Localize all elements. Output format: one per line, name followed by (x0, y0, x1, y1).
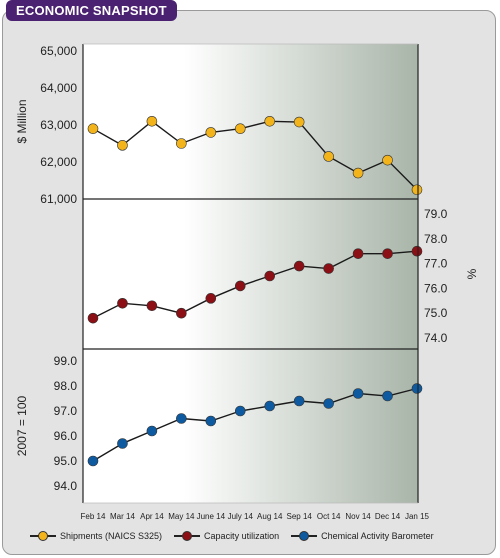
ytick-label: 97.0 (54, 404, 78, 418)
data-point (176, 413, 187, 424)
data-point (87, 455, 99, 467)
legend-dot-capacity (182, 531, 193, 541)
ytick-label: 65,000 (40, 44, 77, 58)
legend-swatch-capacity (174, 531, 201, 541)
data-point (117, 297, 128, 309)
data-point (323, 398, 334, 409)
legend-label-shipments: Shipments (NAICS S325) (60, 531, 163, 541)
ytick-label: 63,000 (40, 118, 77, 132)
axis-label: % (465, 268, 479, 279)
ytick-label: 98.0 (54, 379, 78, 393)
legend-dot-cab (299, 531, 310, 541)
xtick-label: Oct 14 (317, 512, 341, 521)
xtick-label: Sep 14 (287, 512, 313, 521)
ytick-label: 78.0 (424, 232, 448, 246)
data-point (382, 154, 393, 166)
data-point (411, 184, 423, 196)
data-point (293, 260, 305, 272)
axis-label: 2007 = 100 (15, 395, 29, 456)
legend-dot-shipments (38, 531, 48, 541)
ytick-label: 61,000 (40, 192, 77, 206)
data-point (117, 140, 128, 151)
ytick-label: 94.0 (54, 479, 78, 493)
xtick-label: June 14 (197, 512, 226, 521)
data-point (146, 425, 158, 437)
data-point (146, 300, 158, 312)
legend-item-cab: Chemical Activity Barometer (291, 531, 434, 541)
xtick-label: July 14 (228, 512, 254, 521)
data-point (234, 405, 246, 417)
xtick-label: Aug 14 (257, 512, 283, 521)
xtick-label: Jan 15 (405, 512, 430, 521)
data-point (234, 123, 246, 134)
data-point (293, 116, 305, 128)
ytick-label: 76.0 (424, 281, 448, 295)
data-point (146, 116, 158, 127)
legend-item-shipments: Shipments (NAICS S325) (30, 531, 162, 541)
xtick-label: Apr 14 (140, 512, 164, 521)
data-point (205, 415, 217, 427)
ytick-label: 79.0 (424, 207, 448, 221)
legend-label-cab: Chemical Activity Barometer (321, 531, 434, 541)
xtick-label: Dec 14 (375, 512, 401, 521)
ytick-label: 96.0 (54, 429, 78, 443)
xtick-label: May 14 (168, 512, 195, 521)
xtick-label: Nov 14 (345, 512, 371, 521)
plot-area (83, 44, 418, 503)
ytick-label: 74.0 (424, 331, 448, 345)
data-point (264, 400, 276, 412)
data-point (234, 280, 246, 292)
data-point (264, 116, 276, 127)
xtick-label: Mar 14 (110, 512, 135, 521)
data-point (176, 307, 187, 319)
data-point (382, 248, 393, 259)
data-point (176, 138, 187, 149)
data-point (323, 151, 334, 162)
legend-swatch-shipments (30, 531, 56, 541)
data-point (87, 312, 99, 324)
data-point (411, 383, 423, 394)
data-point (323, 263, 334, 274)
legend-label-capacity: Capacity utilization (204, 531, 280, 541)
chart-legend: Shipments (NAICS S325) Capacity utilizat… (30, 528, 470, 544)
ytick-label: 77.0 (424, 257, 448, 271)
ytick-label: 95.0 (54, 454, 78, 468)
xtick-label: Feb 14 (81, 512, 106, 521)
data-point (382, 390, 393, 402)
banner-title: ECONOMIC SNAPSHOT (6, 0, 177, 21)
ytick-label: 64,000 (40, 81, 77, 95)
data-point (117, 438, 128, 449)
data-point (205, 293, 217, 304)
data-point (264, 270, 276, 282)
data-point (205, 127, 217, 138)
data-point (352, 388, 364, 399)
ytick-label: 75.0 (424, 306, 448, 320)
legend-swatch-cab (291, 531, 318, 541)
data-point (352, 167, 364, 179)
data-point (87, 123, 99, 134)
legend-item-capacity: Capacity utilization (174, 531, 279, 541)
ytick-label: 62,000 (40, 155, 77, 169)
data-point (411, 245, 423, 257)
axis-label: $ Million (15, 99, 29, 143)
data-point (293, 395, 305, 407)
ytick-label: 99.0 (54, 354, 78, 368)
series-line (92, 120, 418, 191)
data-point (352, 248, 364, 259)
